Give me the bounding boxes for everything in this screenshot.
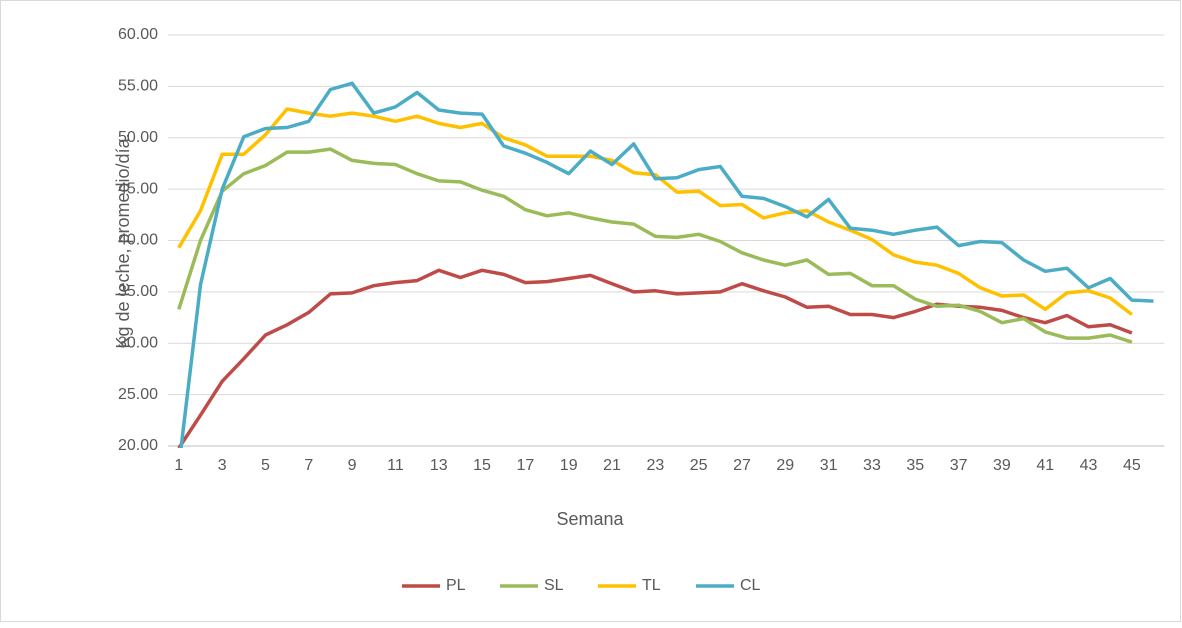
x-tick-label: 31: [820, 457, 838, 474]
line-series: [177, 268, 1133, 448]
y-tick-label: 25.00: [118, 386, 158, 403]
y-tick-label: 30.00: [118, 334, 158, 351]
line-series: [177, 147, 1133, 344]
y-tick-label: 35.00: [118, 283, 158, 300]
x-tick-label: 45: [1123, 457, 1141, 474]
line-series: [179, 81, 1154, 448]
x-tick-label: 25: [690, 457, 708, 474]
y-tick-label: 50.00: [118, 129, 158, 146]
y-tick-label: 60.00: [118, 26, 158, 43]
y-axis-label: Kg de leche, promedio/día.: [113, 133, 133, 348]
y-tick-label: 20.00: [118, 437, 158, 454]
plot-area: [177, 81, 1154, 448]
x-tick-label: 9: [348, 457, 357, 474]
x-tick-label: 15: [473, 457, 491, 474]
legend-label: CL: [740, 577, 761, 594]
x-tick-label: 3: [218, 457, 227, 474]
x-tick-label: 19: [560, 457, 578, 474]
y-tick-label: 40.00: [118, 232, 158, 249]
x-tick-label: 35: [906, 457, 924, 474]
x-tick-label: 13: [430, 457, 448, 474]
x-axis-label: Semana: [556, 509, 624, 529]
x-tick-label: 11: [387, 457, 404, 474]
line-series: [177, 107, 1133, 316]
y-tick-label: 45.00: [118, 180, 158, 197]
x-tick-label: 23: [646, 457, 664, 474]
legend-label: PL: [446, 577, 466, 594]
x-tick-label: 1: [174, 457, 183, 474]
x-tick-label: 5: [261, 457, 270, 474]
legend-label: TL: [642, 577, 661, 594]
x-tick-label: 7: [304, 457, 313, 474]
x-tick-label: 29: [776, 457, 794, 474]
x-tick-label: 33: [863, 457, 881, 474]
x-tick-label: 41: [1036, 457, 1054, 474]
y-tick-label: 55.00: [118, 78, 158, 95]
x-tick-label: 37: [950, 457, 968, 474]
x-tick-label: 17: [516, 457, 534, 474]
x-tick-label: 43: [1080, 457, 1098, 474]
x-tick-label: 27: [733, 457, 751, 474]
x-tick-label: 39: [993, 457, 1011, 474]
legend-label: SL: [544, 577, 564, 594]
x-tick-label: 21: [603, 457, 621, 474]
